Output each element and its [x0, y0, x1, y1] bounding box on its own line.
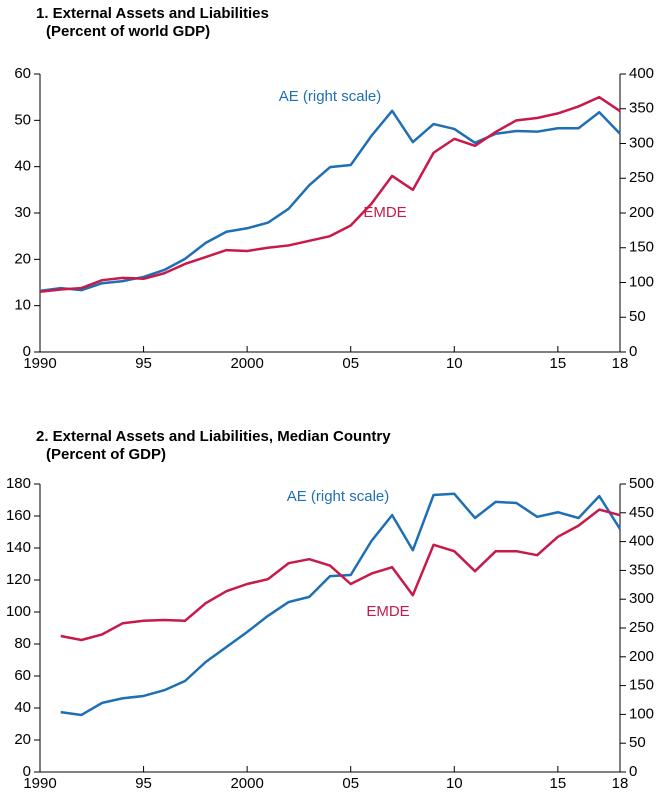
- y2-tick-label: 200: [629, 648, 654, 665]
- series-line: [60, 508, 621, 642]
- chart-title: 2. External Assets and Liabilities, Medi…: [36, 428, 391, 445]
- y-tick-label: 0: [23, 343, 31, 360]
- y2-tick-label: 200: [629, 204, 654, 221]
- y2-tick-label: 300: [629, 134, 654, 151]
- y-tick-label: 50: [14, 111, 31, 128]
- y-tick-label: 140: [6, 539, 31, 556]
- y2-tick-label: 400: [629, 65, 654, 82]
- y2-tick-label: 400: [629, 533, 654, 550]
- x-tick-label: 15: [550, 775, 567, 792]
- x-tick-label: 1990: [23, 775, 56, 792]
- y2-tick-label: 250: [629, 169, 654, 186]
- series-label: AE (right scale): [279, 88, 382, 105]
- x-tick-label: 2000: [230, 355, 263, 372]
- chart-subtitle: (Percent of GDP): [46, 446, 166, 463]
- series-label: EMDE: [366, 603, 409, 620]
- x-tick-label: 15: [550, 355, 567, 372]
- y-tick-label: 60: [14, 65, 31, 82]
- y-tick-label: 10: [14, 297, 31, 314]
- y2-tick-label: 450: [629, 504, 654, 521]
- y2-tick-label: 500: [629, 475, 654, 492]
- y-tick-label: 80: [14, 635, 31, 652]
- y-tick-label: 20: [14, 731, 31, 748]
- y2-tick-label: 0: [629, 763, 637, 780]
- y-tick-label: 40: [14, 699, 31, 716]
- y2-tick-label: 100: [629, 273, 654, 290]
- y2-tick-label: 350: [629, 561, 654, 578]
- chart-subtitle: (Percent of world GDP): [46, 23, 210, 40]
- x-tick-label: 05: [342, 355, 359, 372]
- y-tick-label: 0: [23, 763, 31, 780]
- y2-tick-label: 50: [629, 734, 646, 751]
- y-tick-label: 180: [6, 475, 31, 492]
- series-line: [39, 109, 621, 293]
- x-tick-label: 18: [612, 775, 629, 792]
- y2-tick-label: 150: [629, 677, 654, 694]
- y2-tick-label: 0: [629, 343, 637, 360]
- y-tick-label: 60: [14, 667, 31, 684]
- x-tick-label: 05: [342, 775, 359, 792]
- y-tick-label: 120: [6, 571, 31, 588]
- x-tick-label: 1990: [23, 355, 56, 372]
- y-tick-label: 20: [14, 250, 31, 267]
- y2-tick-label: 300: [629, 590, 654, 607]
- y-tick-label: 100: [6, 603, 31, 620]
- series-label: EMDE: [363, 204, 406, 221]
- y2-tick-label: 350: [629, 100, 654, 117]
- series-label: AE (right scale): [287, 488, 390, 505]
- y2-tick-label: 50: [629, 308, 646, 325]
- x-tick-label: 95: [135, 355, 152, 372]
- series-line: [39, 95, 621, 294]
- x-tick-label: 2000: [230, 775, 263, 792]
- chart-title: 1. External Assets and Liabilities: [36, 5, 269, 22]
- x-tick-label: 10: [446, 355, 463, 372]
- y-tick-label: 30: [14, 204, 31, 221]
- x-tick-label: 95: [135, 775, 152, 792]
- y2-tick-label: 250: [629, 619, 654, 636]
- y2-tick-label: 150: [629, 239, 654, 256]
- x-tick-label: 18: [612, 355, 629, 372]
- y-tick-label: 160: [6, 507, 31, 524]
- series-line: [60, 492, 622, 717]
- y-tick-label: 40: [14, 158, 31, 175]
- x-tick-label: 10: [446, 775, 463, 792]
- y2-tick-label: 100: [629, 705, 654, 722]
